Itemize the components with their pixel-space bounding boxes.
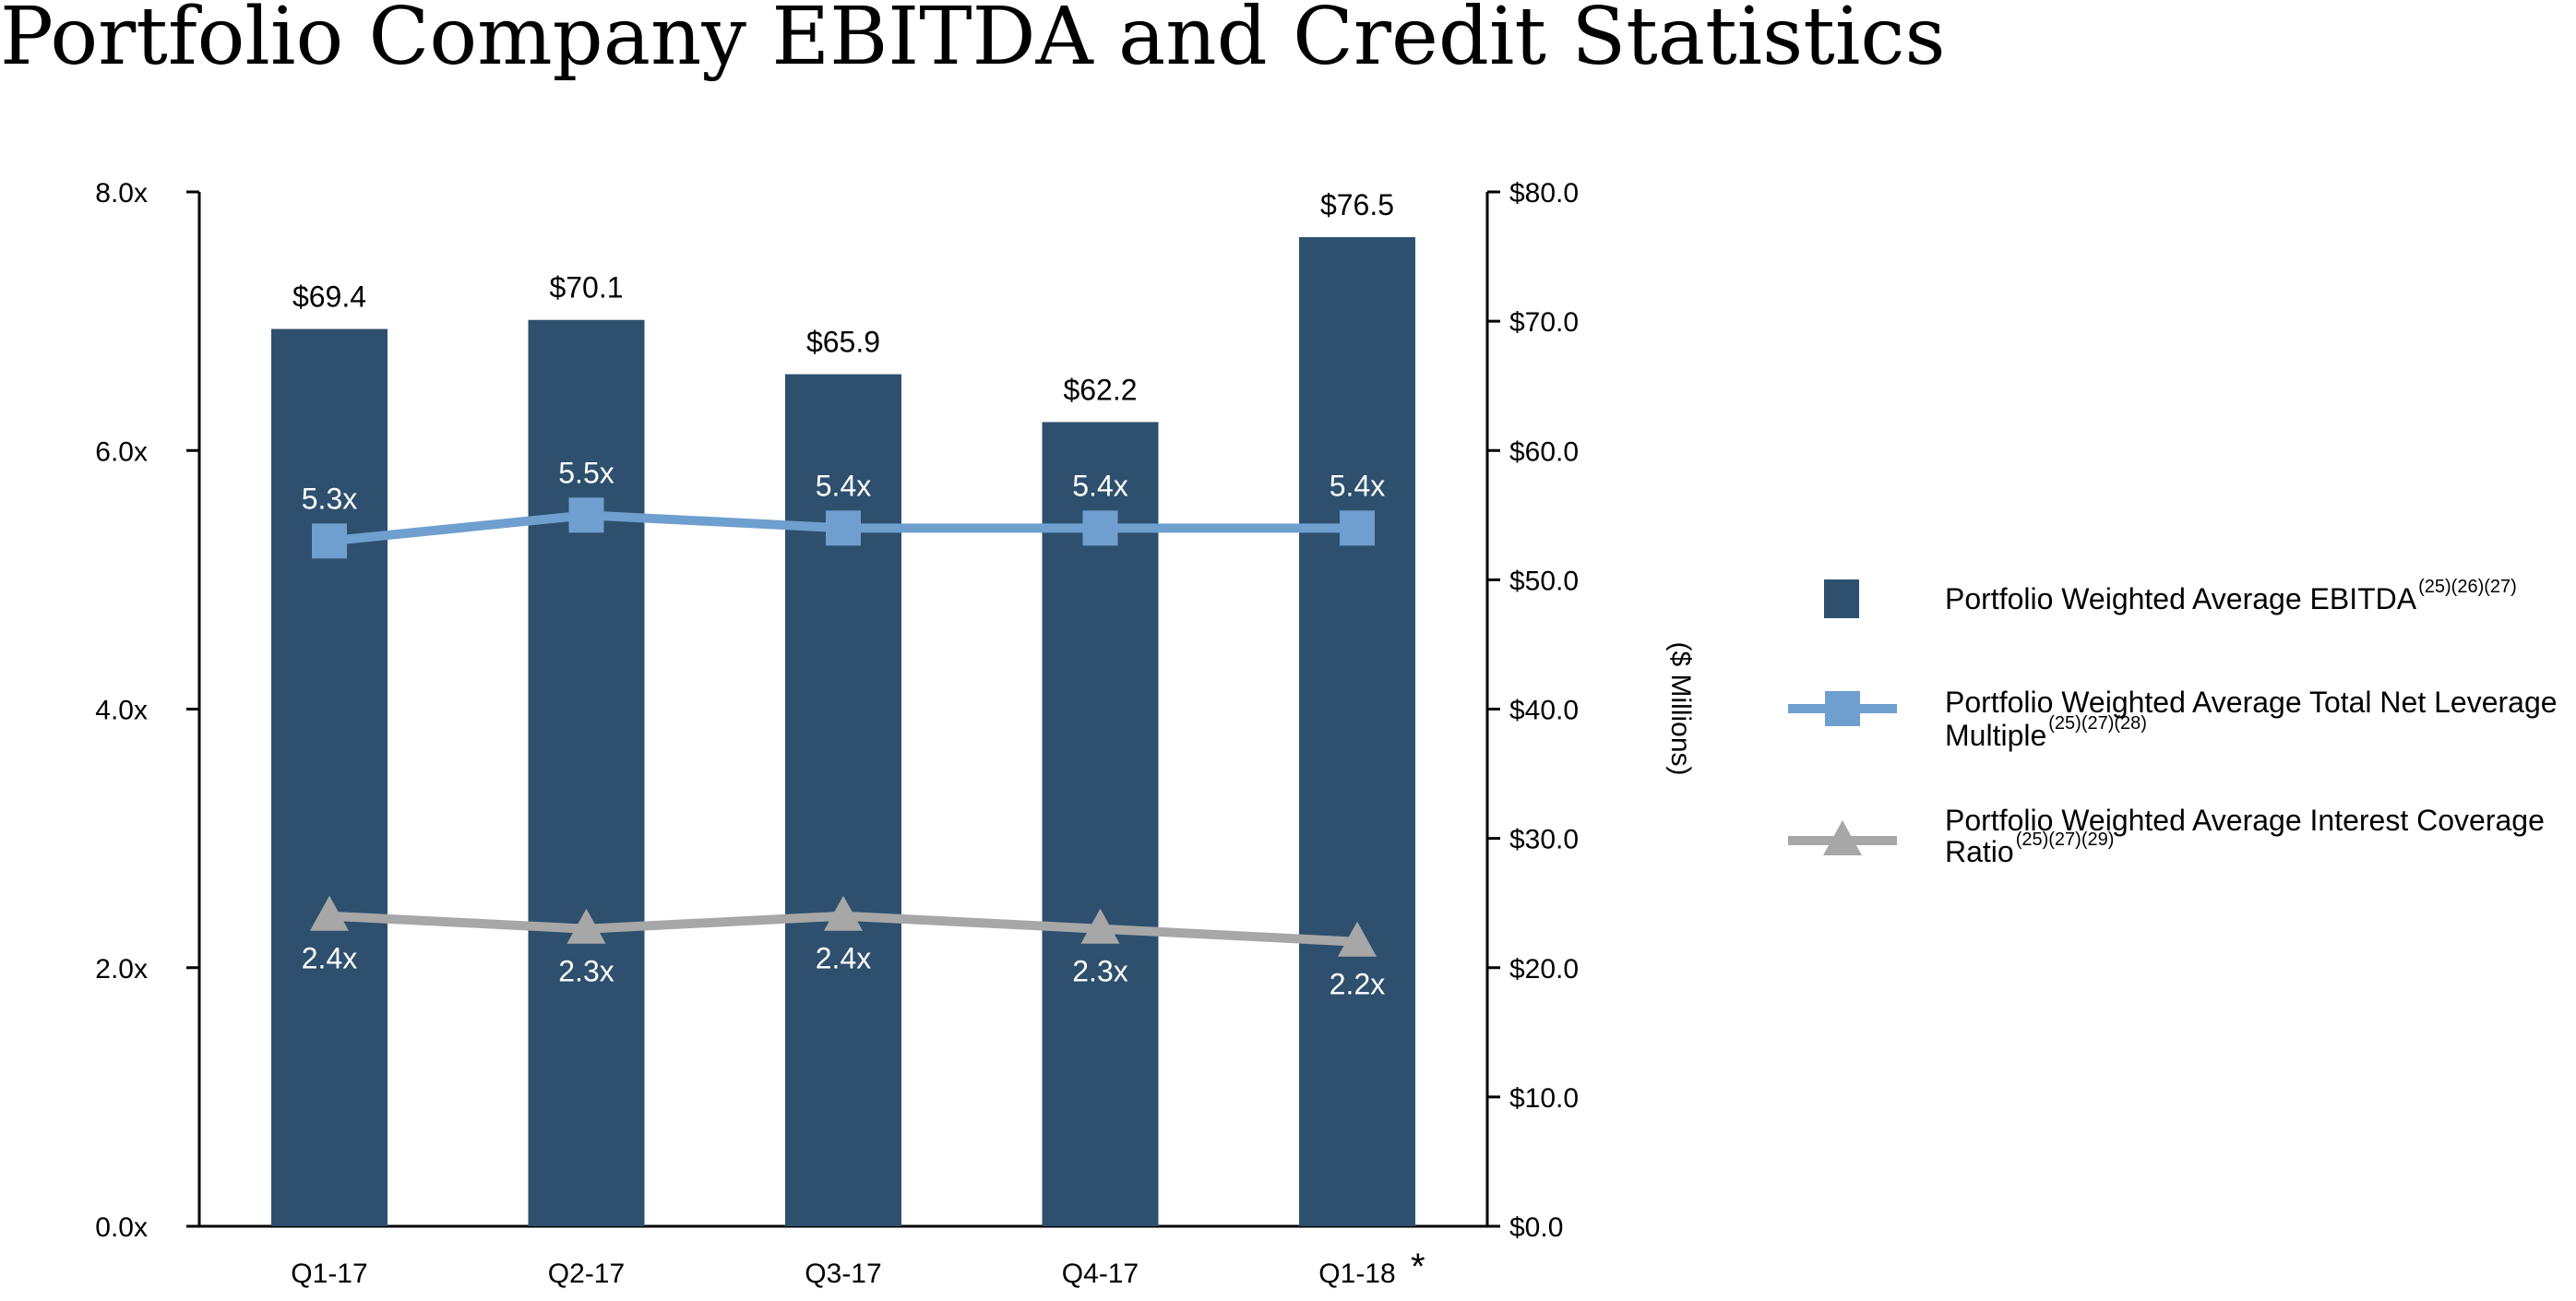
x-axis-tick-label: Q4-17 [1062, 1259, 1139, 1289]
coverage-point-marker [566, 908, 606, 944]
leverage-point-label: 5.4x [816, 469, 871, 502]
coverage-point-label: 2.2x [1330, 968, 1385, 1001]
legend-leverage-label-line2: Multiple [1945, 719, 2046, 752]
leverage-point-label: 5.5x [558, 456, 614, 489]
right-axis-tick-label: $80.0 [1509, 178, 1579, 209]
coverage-point-marker [824, 895, 863, 931]
x-axis-tick-label: Q1-18 [1318, 1259, 1395, 1289]
right-axis-tick-label: $50.0 [1509, 566, 1579, 596]
coverage-point-label: 2.3x [558, 955, 614, 988]
legend-coverage-marker [1823, 820, 1862, 855]
x-axis-tick-label: Q1-17 [291, 1259, 367, 1289]
legend-coverage-label-line1: Portfolio Weighted Average Interest Cove… [1945, 804, 2545, 837]
legend-leverage-label-line1: Portfolio Weighted Average Total Net Lev… [1945, 686, 2558, 719]
left-axis-tick-label: 0.0x [95, 1212, 148, 1243]
ebitda-bar-label: $69.4 [292, 280, 366, 314]
lines-layer [310, 497, 1377, 957]
leverage-point-marker [1082, 510, 1118, 546]
leverage-point-marker [1340, 510, 1375, 546]
legend-ebitda-refs: (25)(26)(27) [2418, 577, 2517, 597]
bars-layer [271, 237, 1415, 1227]
footnote-marker: * [1411, 1247, 1425, 1287]
x-axis-tick-label: Q3-17 [805, 1259, 881, 1289]
legend: Portfolio Weighted Average EBITDA (25)(26… [1788, 577, 2558, 868]
legend-coverage-refs: (25)(27)(29) [2016, 830, 2115, 850]
left-axis-tick-label: 2.0x [95, 954, 148, 985]
coverage-point-label: 2.4x [816, 942, 871, 975]
right-axis-tick-label: $40.0 [1509, 696, 1579, 726]
ebitda-bar-label: $65.9 [806, 326, 880, 359]
right-axis-tick-label: $10.0 [1509, 1083, 1579, 1114]
left-axis-tick-label: 8.0x [95, 178, 148, 209]
ebitda-bar [1042, 422, 1159, 1226]
legend-ebitda-label: Portfolio Weighted Average EBITDA [1945, 582, 2417, 615]
coverage-point-marker [310, 895, 349, 931]
coverage-point-label: 2.4x [302, 942, 357, 975]
leverage-point-label: 5.4x [1072, 469, 1127, 502]
legend-leverage-refs: (25)(27)(28) [2048, 713, 2147, 734]
ebitda-bar-label: $70.1 [549, 271, 623, 304]
right-axis-tick-label: $30.0 [1509, 825, 1579, 855]
right-axis-tick-label: $0.0 [1509, 1212, 1563, 1243]
labels-layer: $69.4 $70.1 $65.9 $62.2 $76.5 5.3x 5.5x 5.4x 5.4… [292, 188, 1394, 1001]
ebitda-bar-label: $62.2 [1063, 373, 1137, 406]
legend-leverage-marker [1825, 691, 1860, 726]
coverage-point-marker [1080, 908, 1120, 944]
leverage-point-label: 5.3x [302, 482, 357, 515]
leverage-point-marker [312, 523, 347, 559]
page-title: Portfolio Company EBITDA and Credit Stat… [0, 0, 1946, 83]
ebitda-bar-label: $76.5 [1320, 188, 1394, 221]
right-axis-tick-label: $20.0 [1509, 954, 1579, 985]
leverage-point-marker [568, 497, 604, 533]
right-axis-tick-label: $70.0 [1509, 307, 1579, 338]
leverage-point-marker [826, 510, 861, 546]
left-axis-tick-label: 4.0x [95, 696, 148, 726]
x-axis-tick-label: Q2-17 [548, 1259, 625, 1289]
right-axis-title: ($ Millions) [1665, 641, 1696, 775]
leverage-point-label: 5.4x [1330, 469, 1385, 502]
left-axis-tick-label: 6.0x [95, 436, 148, 467]
ebitda-bar [271, 328, 388, 1227]
ebitda-bar [528, 319, 645, 1226]
coverage-point-label: 2.3x [1072, 955, 1127, 988]
legend-ebitda-swatch [1824, 579, 1859, 618]
ebitda-bar [1299, 237, 1415, 1227]
legend-coverage-label-line2: Ratio [1945, 835, 2014, 868]
coverage-point-marker [1338, 921, 1377, 957]
right-axis-tick-label: $60.0 [1509, 436, 1579, 467]
